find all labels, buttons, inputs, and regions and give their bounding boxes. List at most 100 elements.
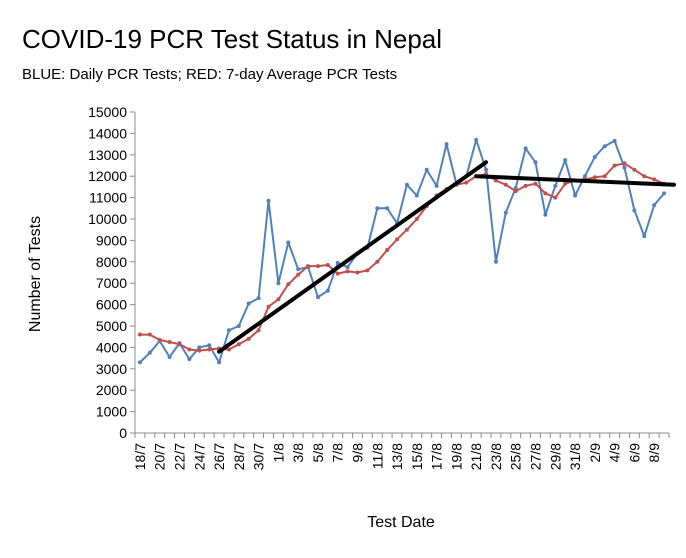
seven-day-average-point xyxy=(602,174,607,179)
daily-tests-point xyxy=(375,206,380,211)
x-tick-label: 11/8 xyxy=(369,443,385,469)
daily-tests-point xyxy=(335,260,340,265)
seven-day-average-point xyxy=(306,264,311,269)
seven-day-average-point xyxy=(513,189,518,194)
seven-day-average-point xyxy=(385,248,390,253)
seven-day-average-point xyxy=(355,270,360,275)
seven-day-average-point xyxy=(315,264,320,269)
daily-tests-point xyxy=(414,193,419,198)
daily-tests-point xyxy=(286,240,291,245)
daily-tests-point xyxy=(622,165,627,170)
daily-tests-point xyxy=(325,288,330,293)
x-tick-label: 4/9 xyxy=(607,443,623,463)
daily-tests-point xyxy=(632,208,637,213)
x-tick-label: 8/9 xyxy=(646,443,662,463)
y-tick-label: 15000 xyxy=(88,104,127,120)
daily-tests-point xyxy=(187,357,192,362)
seven-day-average-point xyxy=(226,347,231,352)
x-tick-label: 13/8 xyxy=(389,443,405,470)
daily-tests-point xyxy=(573,193,578,198)
daily-tests-point xyxy=(207,343,212,348)
seven-day-average-point xyxy=(286,282,291,287)
x-tick-label: 24/7 xyxy=(191,443,207,470)
x-tick-label: 15/8 xyxy=(409,443,425,470)
y-tick-label: 5000 xyxy=(96,318,127,334)
seven-day-average-point xyxy=(503,182,508,187)
daily-tests-point xyxy=(652,203,657,208)
y-tick-label: 11000 xyxy=(89,190,127,206)
seven-day-average-point xyxy=(632,167,637,172)
daily-tests-point xyxy=(533,160,538,165)
rising-trend-line xyxy=(217,160,489,354)
seven-day-average-point xyxy=(553,195,558,200)
x-tick-label: 5/8 xyxy=(310,443,326,463)
daily-tests-point xyxy=(137,360,142,365)
seven-day-average-point xyxy=(197,348,202,353)
seven-day-average-point xyxy=(167,340,172,345)
seven-day-average-point xyxy=(246,336,251,341)
seven-day-average-point xyxy=(276,297,281,302)
y-tick-label: 10000 xyxy=(88,211,127,227)
x-tick-label: 26/7 xyxy=(211,443,227,470)
y-axis-title: Number of Tests xyxy=(27,216,44,332)
daily-tests-point xyxy=(592,154,597,159)
x-tick-label: 30/7 xyxy=(251,443,267,470)
daily-tests-point xyxy=(236,324,241,328)
x-tick-label: 6/9 xyxy=(626,443,642,463)
seven-day-average-point xyxy=(335,271,340,276)
seven-day-average-point xyxy=(147,332,152,337)
seven-day-average-point xyxy=(187,347,192,352)
daily-tests-point xyxy=(315,295,320,300)
daily-tests-point xyxy=(602,144,607,149)
seven-day-average-point xyxy=(375,259,380,264)
x-tick-label: 9/8 xyxy=(350,443,366,463)
daily-tests-point xyxy=(484,167,489,172)
y-tick-label: 7000 xyxy=(96,275,127,291)
daily-tests-point xyxy=(147,350,152,355)
seven-day-average-point xyxy=(652,177,657,182)
seven-day-average-point xyxy=(157,337,162,342)
seven-day-average-point xyxy=(325,263,330,268)
seven-day-average-point xyxy=(523,183,528,188)
x-tick-label: 20/7 xyxy=(152,443,168,470)
seven-day-average-point xyxy=(493,178,498,183)
y-tick-label: 12000 xyxy=(88,168,127,184)
daily-tests-point xyxy=(385,206,390,211)
x-axis-title: Test Date xyxy=(367,514,435,531)
y-tick-label: 2000 xyxy=(96,382,127,398)
daily-tests-point xyxy=(226,328,231,333)
y-tick-label: 3000 xyxy=(96,361,127,377)
daily-tests-point xyxy=(612,138,617,143)
daily-tests-point xyxy=(404,182,409,187)
y-axis: 0 1000 2000 3000 4000 5000 6000 7000 8000 9000 100… xyxy=(88,104,136,441)
x-tick-label: 27/8 xyxy=(528,443,544,470)
seven-day-average-point xyxy=(365,268,370,273)
seven-day-average-point xyxy=(543,191,548,196)
seven-day-average-point xyxy=(266,304,271,309)
x-axis: 18/7 20/7 22/7 24/7 26/7 28/7 30/7 1/8 3/8 5/8 7/8… xyxy=(132,432,670,470)
daily-tests-point xyxy=(296,267,301,272)
daily-tests-point xyxy=(266,198,271,203)
daily-tests-point xyxy=(563,158,568,163)
chart-title: COVID-19 PCR Test Status in Nepal xyxy=(22,24,443,54)
trend-lines xyxy=(217,160,676,354)
y-tick-label: 4000 xyxy=(96,339,127,355)
daily-tests-point xyxy=(543,212,548,217)
seven-day-average-point xyxy=(395,237,400,242)
seven-day-average-point xyxy=(612,163,617,168)
y-tick-label: 0 xyxy=(119,425,127,441)
x-tick-label: 29/8 xyxy=(547,443,563,470)
daily-tests-point xyxy=(424,167,429,172)
seven-day-average-point xyxy=(256,328,261,333)
seven-day-average-point xyxy=(642,174,647,179)
x-tick-label: 23/8 xyxy=(488,443,504,470)
seven-day-average-point xyxy=(622,161,627,166)
daily-tests-point xyxy=(345,265,350,270)
daily-tests-point xyxy=(256,296,261,301)
x-tick-label: 2/9 xyxy=(587,443,603,463)
daily-tests-point xyxy=(662,191,667,196)
daily-tests-point xyxy=(503,210,508,215)
x-tick-label: 3/8 xyxy=(290,443,306,463)
seven-day-average-line xyxy=(139,162,665,352)
